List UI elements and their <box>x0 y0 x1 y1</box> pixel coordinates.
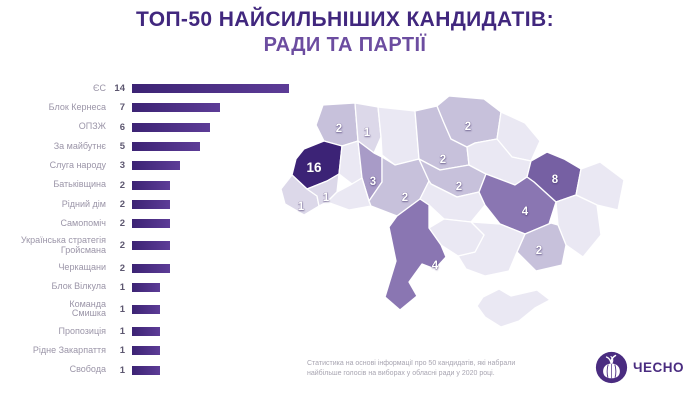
bar-value: 1 <box>119 326 125 338</box>
bar-row: Блок Вілкула 1 <box>0 278 300 297</box>
bar-row: Рідне Закарпаття 1 <box>0 341 300 360</box>
bar-row: ОПЗЖ 6 <box>0 118 300 137</box>
bar-value: 7 <box>119 102 125 114</box>
logo-text: ЧЕСНО <box>633 359 684 375</box>
page-title: ТОП-50 НАЙСИЛЬНІШИХ КАНДИДАТІВ: <box>136 8 554 31</box>
bar <box>132 122 210 132</box>
bar <box>132 142 200 152</box>
bar-label: За майбутнє <box>53 140 106 151</box>
region-value-zakarpattia: 1 <box>298 201 305 213</box>
bar-label: Українська стратегія Гройсмана <box>20 235 106 255</box>
bar-value: 2 <box>119 262 125 274</box>
bar-label: Свобода <box>69 364 106 375</box>
region-value-cherkasy: 2 <box>456 181 462 193</box>
bar <box>132 365 160 375</box>
bar-row: Українська стратегія Гройсмана 2 <box>0 233 300 258</box>
bar-row: Блок Кернеса 7 <box>0 98 300 117</box>
bar-label: Батьківщина <box>53 179 106 190</box>
garlic-icon <box>595 351 628 383</box>
bar <box>132 304 160 314</box>
region-value-lviv: 16 <box>306 160 322 175</box>
bar-label: Команда Смишка <box>69 298 106 319</box>
bar-value: 1 <box>119 303 125 315</box>
bar-row: Черкащани 2 <box>0 258 300 277</box>
bar <box>132 180 170 190</box>
chesno-logo: ЧЕСНО <box>595 349 687 385</box>
region-odesa <box>384 198 447 311</box>
bar-value: 2 <box>119 198 125 210</box>
bar-label: Рідний дім <box>61 198 106 209</box>
bar-value: 3 <box>119 160 125 172</box>
bar-label: Блок Кернеса <box>48 102 106 113</box>
region-value-ivano-frankivsk: 1 <box>323 192 330 204</box>
region-donetsk <box>555 194 602 258</box>
region-value-dnipropetrovsk: 4 <box>522 206 529 218</box>
bar-row: Батьківщина 2 <box>0 175 300 194</box>
region-value-khmelnytskyi: 3 <box>370 176 376 188</box>
bar-label: Слуга народу <box>49 159 106 170</box>
region-value-vinnytsia: 2 <box>402 192 408 204</box>
bar <box>132 282 160 292</box>
bar <box>132 263 170 273</box>
bar-value: 2 <box>119 240 125 252</box>
bar <box>132 346 160 356</box>
region-value-rivne: 1 <box>364 127 371 139</box>
region-crimea <box>476 288 551 328</box>
bar <box>132 219 170 229</box>
bar <box>132 327 160 337</box>
bar-value: 6 <box>119 121 125 133</box>
bar-value: 1 <box>119 364 125 376</box>
bar <box>132 84 289 94</box>
region-value-chernihiv: 2 <box>465 121 471 133</box>
party-bar-chart: ЄС 14 Блок Кернеса 7 ОПЗЖ 6 За майбутнє 5 Слуга … <box>0 79 300 380</box>
bar-value: 1 <box>119 281 125 293</box>
bar-label: Самопоміч <box>60 217 106 228</box>
bar-row: Команда Смишка 1 <box>0 297 300 322</box>
bar <box>132 241 170 251</box>
bar-label: Рідне Закарпаття <box>32 345 106 356</box>
region-value-kyiv: 2 <box>440 154 446 166</box>
bar-label: Пропозиція <box>58 325 106 336</box>
region-rivne <box>354 102 382 154</box>
region-value-volyn: 2 <box>336 123 342 135</box>
bar-label: ЄС <box>93 82 106 93</box>
bar-value: 1 <box>119 345 125 357</box>
region-zhytomyr <box>377 106 420 166</box>
bar-row: Слуга народу 3 <box>0 156 300 175</box>
bar-row: Самопоміч 2 <box>0 214 300 233</box>
bar-row: Свобода 1 <box>0 361 300 380</box>
region-value-zaporizhzhia: 2 <box>536 245 542 257</box>
bar-row: Пропозиція 1 <box>0 322 300 341</box>
bar <box>132 199 170 209</box>
bar-row: Рідний дім 2 <box>0 195 300 214</box>
bar-row: ЄС 14 <box>0 79 300 98</box>
bar-label: ОПЗЖ <box>78 121 106 132</box>
bar <box>132 161 180 171</box>
bar-row: За майбутнє 5 <box>0 137 300 156</box>
page-subtitle: РАДИ ТА ПАРТІЇ <box>263 34 427 56</box>
region-value-odesa: 4 <box>432 260 439 272</box>
bar <box>132 103 220 113</box>
bar-value: 5 <box>119 141 125 153</box>
bar-label: Блок Вілкула <box>51 281 106 292</box>
header: ТОП-50 НАЙСИЛЬНІШИХ КАНДИДАТІВ: РАДИ ТА … <box>0 8 690 57</box>
ukraine-choropleth-map: 2 1 2 2 16 3 1 1 2 2 8 4 2 4 <box>280 95 625 328</box>
source-note: Статистика на основі інформації про 50 к… <box>307 360 516 377</box>
bar-value: 2 <box>119 218 125 230</box>
bar-label: Черкащани <box>58 262 106 273</box>
region-zaporizhzhia <box>516 222 567 272</box>
region-value-kharkiv: 8 <box>552 174 559 186</box>
bar-value: 2 <box>119 179 125 191</box>
bar-value: 14 <box>114 83 125 95</box>
